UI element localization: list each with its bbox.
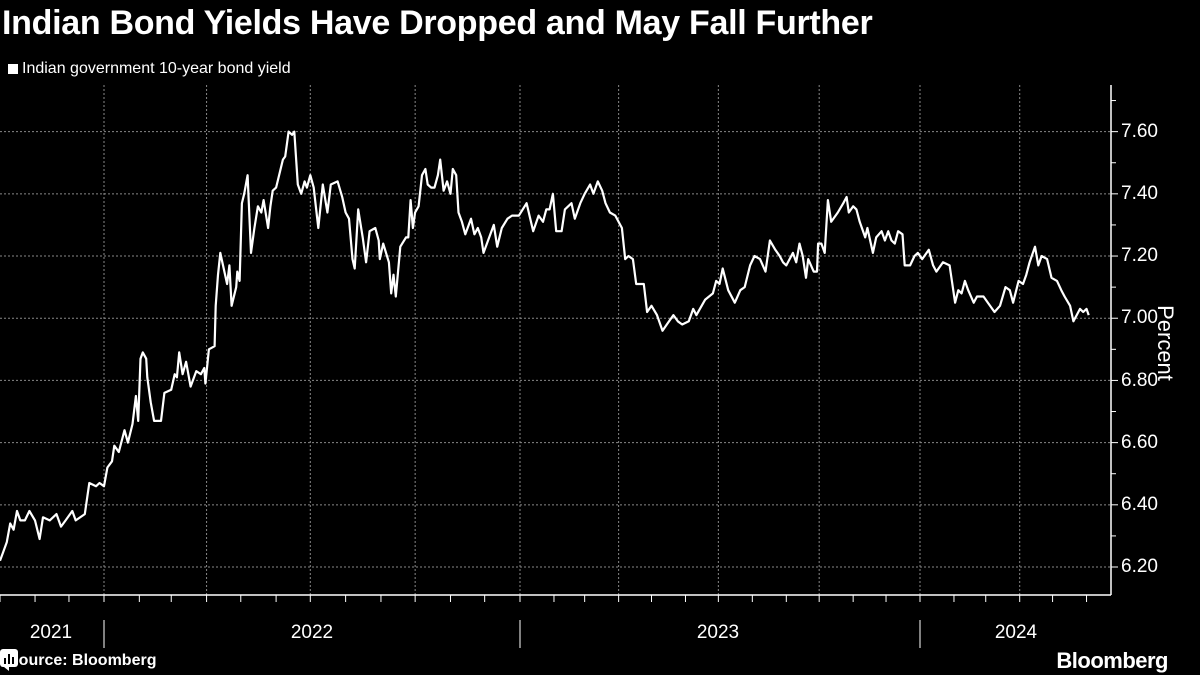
- series-line: [0, 130, 1090, 562]
- y-tick-label: 6.20: [1121, 556, 1158, 577]
- y-tick-label: 7.00: [1121, 307, 1158, 328]
- x-tick-label: 2021: [29, 622, 73, 643]
- source-note: Source: Bloomberg: [8, 652, 157, 669]
- chart-title: Indian Bond Yields Have Dropped and May …: [2, 4, 873, 42]
- y-tick-label: 6.60: [1121, 432, 1158, 453]
- y-tick-label: 6.80: [1121, 370, 1158, 391]
- bloomberg-logo: Bloomberg: [1056, 648, 1168, 673]
- legend-label: Indian government 10-year bond yield: [22, 60, 291, 77]
- legend: Indian government 10-year bond yield: [8, 60, 291, 78]
- bloomberg-chart-icon: [0, 649, 18, 671]
- legend-swatch: [8, 64, 18, 74]
- y-tick-label: 7.20: [1121, 245, 1158, 266]
- y-tick-label: 7.40: [1121, 183, 1158, 204]
- x-tick-label: 2022: [290, 622, 334, 643]
- y-tick-label: 6.40: [1121, 494, 1158, 515]
- x-tick-label: 2023: [696, 622, 740, 643]
- y-axis-label: Percent: [1153, 305, 1178, 381]
- x-tick-label: 2024: [994, 622, 1038, 643]
- y-tick-label: 7.60: [1121, 121, 1158, 142]
